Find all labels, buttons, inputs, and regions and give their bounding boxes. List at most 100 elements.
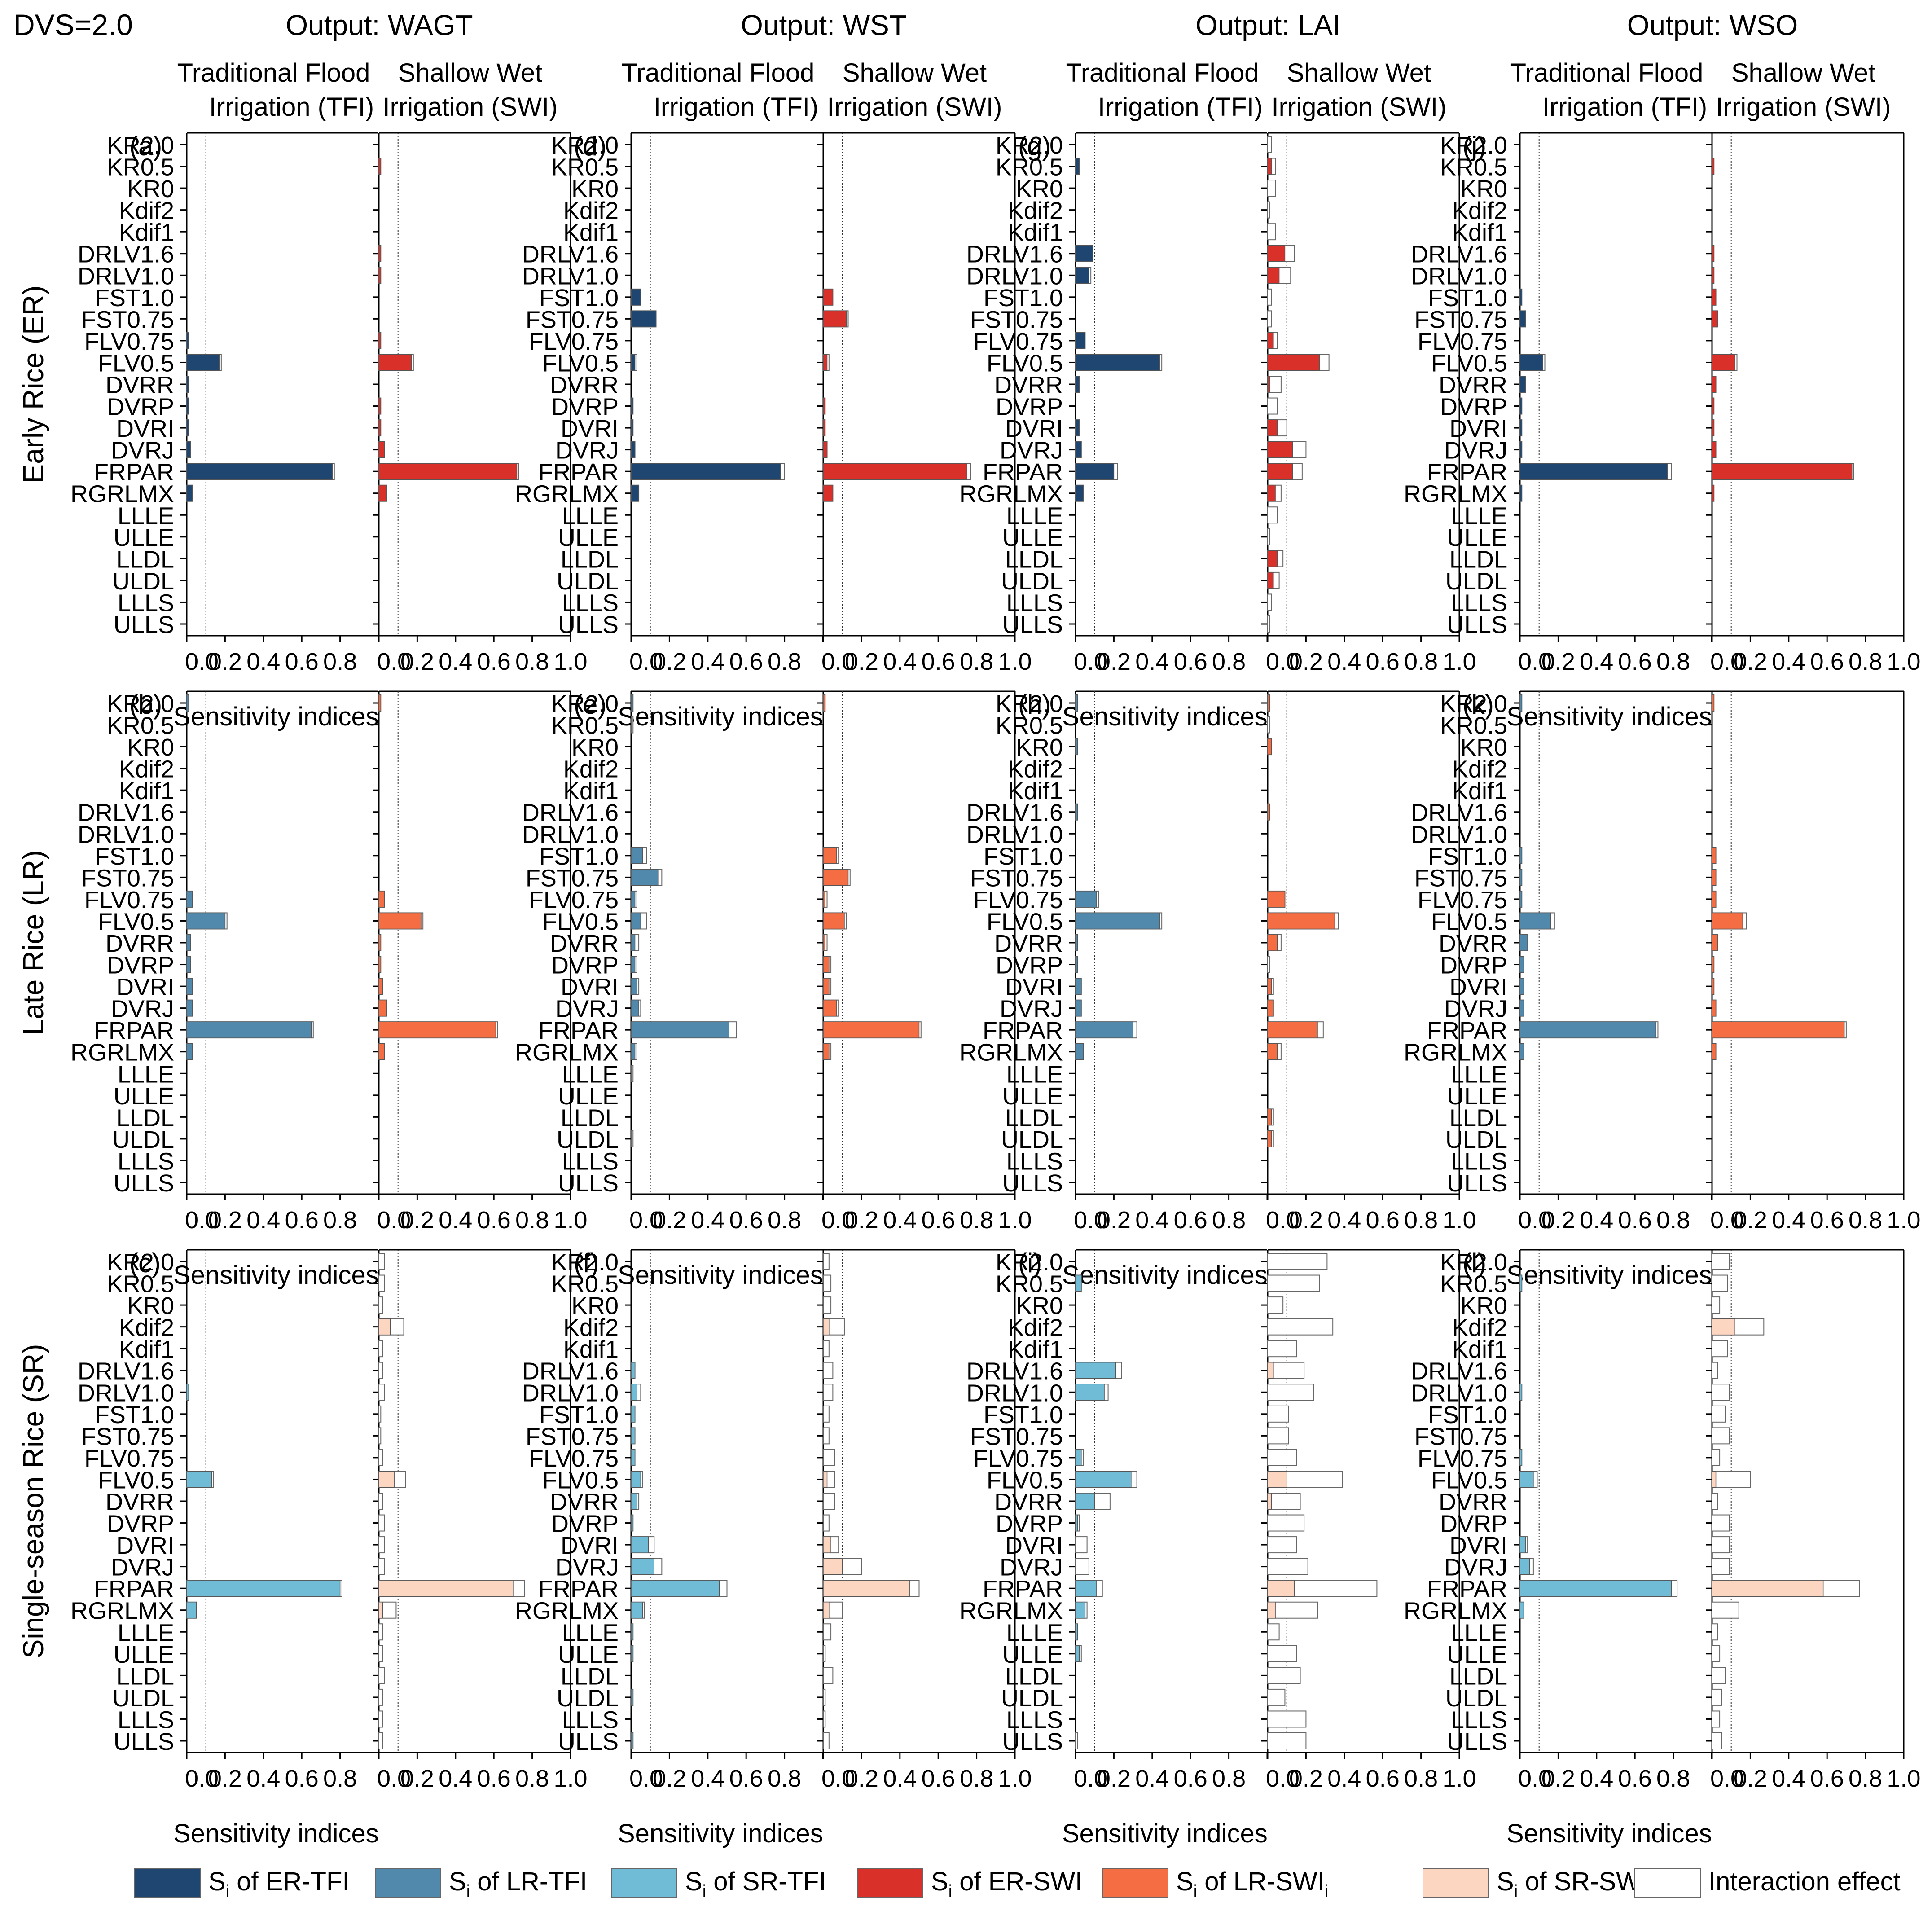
parameter-label: ULDL — [557, 568, 619, 595]
panel-e: (e)0.00.2 0.4 0.6 0.8 0.00.2 0.4 0.6 0.8 1.0KR2.… — [515, 690, 1032, 1290]
interaction-bar — [1267, 310, 1272, 328]
parameter-label: Kdif1 — [119, 219, 174, 246]
panel-letter: (g) — [1018, 131, 1051, 161]
parameter-label: FST0.75 — [526, 306, 619, 333]
x-tick-label: 0.6 — [1618, 1765, 1652, 1792]
si-bar — [823, 289, 834, 306]
parameter-label: DVRI — [1449, 974, 1507, 1001]
si-bar — [378, 1471, 395, 1488]
si-bar — [1712, 1471, 1717, 1488]
x-tick-label: 0.6 — [477, 648, 511, 675]
si-bar — [1267, 891, 1286, 908]
x-tick-label: 0.4 — [691, 648, 724, 675]
si-bar — [1519, 1601, 1524, 1619]
x-tick-label: 0.6 — [922, 1765, 955, 1792]
x-tick-label: 0.4 — [439, 1207, 472, 1234]
si-bar — [631, 694, 634, 712]
si-bar — [1712, 978, 1715, 995]
parameter-label: FST0.75 — [1414, 306, 1507, 333]
si-bar — [186, 1384, 189, 1401]
si-bar — [378, 1021, 496, 1038]
parameter-label: DVRI — [116, 974, 174, 1001]
interaction-bar — [823, 1296, 832, 1314]
panel-letter: (e) — [574, 690, 606, 720]
si-bar — [1519, 847, 1523, 864]
parameter-label: FLV0.5 — [98, 350, 174, 377]
parameter-label: ULDL — [1445, 1126, 1507, 1153]
parameter-label: DVRI — [1449, 1532, 1507, 1559]
x-tick-label: 0.8 — [1656, 648, 1690, 675]
swi-subplot: 0.00.2 0.4 0.6 0.8 1.0 — [817, 1249, 1032, 1792]
interaction-bar — [1712, 1623, 1718, 1641]
x-tick-label: 0.8 — [323, 1207, 357, 1234]
parameter-label: ULLS — [558, 1728, 619, 1755]
si-bar — [1267, 419, 1278, 436]
si-bar — [1075, 1580, 1097, 1597]
panel-c: (c)0.00.2 0.4 0.6 0.8 0.00.2 0.4 0.6 0.8 1.0KR2.… — [17, 1248, 588, 1848]
parameter-label: Kdif1 — [1008, 778, 1063, 804]
x-tick-label: 0.0 — [1710, 1765, 1744, 1792]
interaction-bar — [823, 1667, 834, 1684]
parameter-label: FLV0.75 — [973, 887, 1063, 914]
si-bar — [378, 999, 387, 1017]
parameter-label: KR0 — [1460, 734, 1507, 761]
x-axis-title: Sensitivity indices — [173, 702, 379, 731]
legend-swatch — [134, 1868, 201, 1898]
interaction-bar — [1712, 1449, 1721, 1466]
swi-subtitle-line: Irrigation (SWI) — [1272, 92, 1447, 122]
panel-l: (l)0.00.2 0.4 0.6 0.8 0.00.2 0.4 0.6 0.8 1.0KR2.… — [1404, 1248, 1921, 1848]
x-tick-label: 0.2 — [400, 1207, 434, 1234]
si-bar — [378, 978, 383, 995]
si-bar — [1075, 463, 1115, 480]
si-bar — [1075, 1362, 1116, 1379]
si-bar — [1267, 694, 1270, 712]
si-bar — [823, 999, 837, 1017]
tfi-subtitle-line: Irrigation (TFI) — [654, 92, 818, 122]
parameter-label: KR2.0 — [996, 690, 1063, 717]
x-tick-label: 0.2 — [1734, 1765, 1767, 1792]
x-tick-label: 0.0 — [1074, 1765, 1107, 1792]
x-tick-label: 1.0 — [1442, 1765, 1476, 1792]
parameter-label: LLLE — [1451, 502, 1507, 529]
parameter-label: DVRR — [1439, 372, 1507, 399]
si-bar — [186, 484, 193, 502]
parameter-label: DVRP — [551, 394, 619, 421]
x-tick-label: 0.8 — [515, 648, 549, 675]
si-bar — [1075, 934, 1078, 951]
parameter-label: FST0.75 — [1414, 1423, 1507, 1450]
x-tick-label: 1.0 — [1887, 1765, 1920, 1792]
si-bar — [186, 1580, 341, 1597]
si-bar — [1519, 484, 1523, 502]
parameter-label: DRLV1.6 — [1411, 241, 1507, 268]
x-tick-label: 0.2 — [1541, 1765, 1575, 1792]
parameter-label: LLDL — [1005, 1104, 1063, 1131]
parameter-label: Kdif1 — [1008, 1336, 1063, 1363]
tfi-subtitle-line: Irrigation (TFI) — [1542, 92, 1707, 122]
parameter-label: DRLV1.0 — [966, 821, 1063, 848]
si-bar — [823, 934, 826, 951]
si-bar — [631, 1449, 636, 1466]
interaction-bar — [1267, 136, 1272, 153]
si-bar — [1519, 1043, 1524, 1060]
x-tick-label: 0.8 — [1404, 1765, 1438, 1792]
si-bar — [1519, 419, 1523, 436]
parameter-label: FLV0.75 — [1418, 1445, 1507, 1472]
si-bar — [1267, 332, 1274, 349]
x-tick-label: 0.4 — [246, 648, 280, 675]
x-tick-label: 0.2 — [1289, 1765, 1323, 1792]
interaction-bar — [1712, 1253, 1730, 1270]
swi-subplot: 0.00.2 0.4 0.6 0.8 1.0 — [373, 1249, 588, 1792]
parameter-label: FLV0.5 — [542, 350, 619, 377]
si-bar — [186, 332, 189, 349]
parameter-label: ULLE — [1447, 1083, 1507, 1110]
parameter-label: FRPAR — [94, 1576, 174, 1603]
x-axis-title: Sensitivity indices — [1062, 1261, 1268, 1290]
x-tick-label: 1.0 — [1887, 648, 1920, 675]
parameter-label: Kdif2 — [563, 1314, 619, 1341]
si-bar — [1267, 1362, 1274, 1379]
parameter-label: DVRI — [561, 1532, 619, 1559]
parameter-label: DVRJ — [555, 437, 619, 464]
parameter-label: FLV0.5 — [542, 1467, 619, 1494]
tfi-subplot: 0.00.2 0.4 0.6 0.8 — [625, 1249, 824, 1792]
interaction-bar — [378, 1688, 383, 1706]
